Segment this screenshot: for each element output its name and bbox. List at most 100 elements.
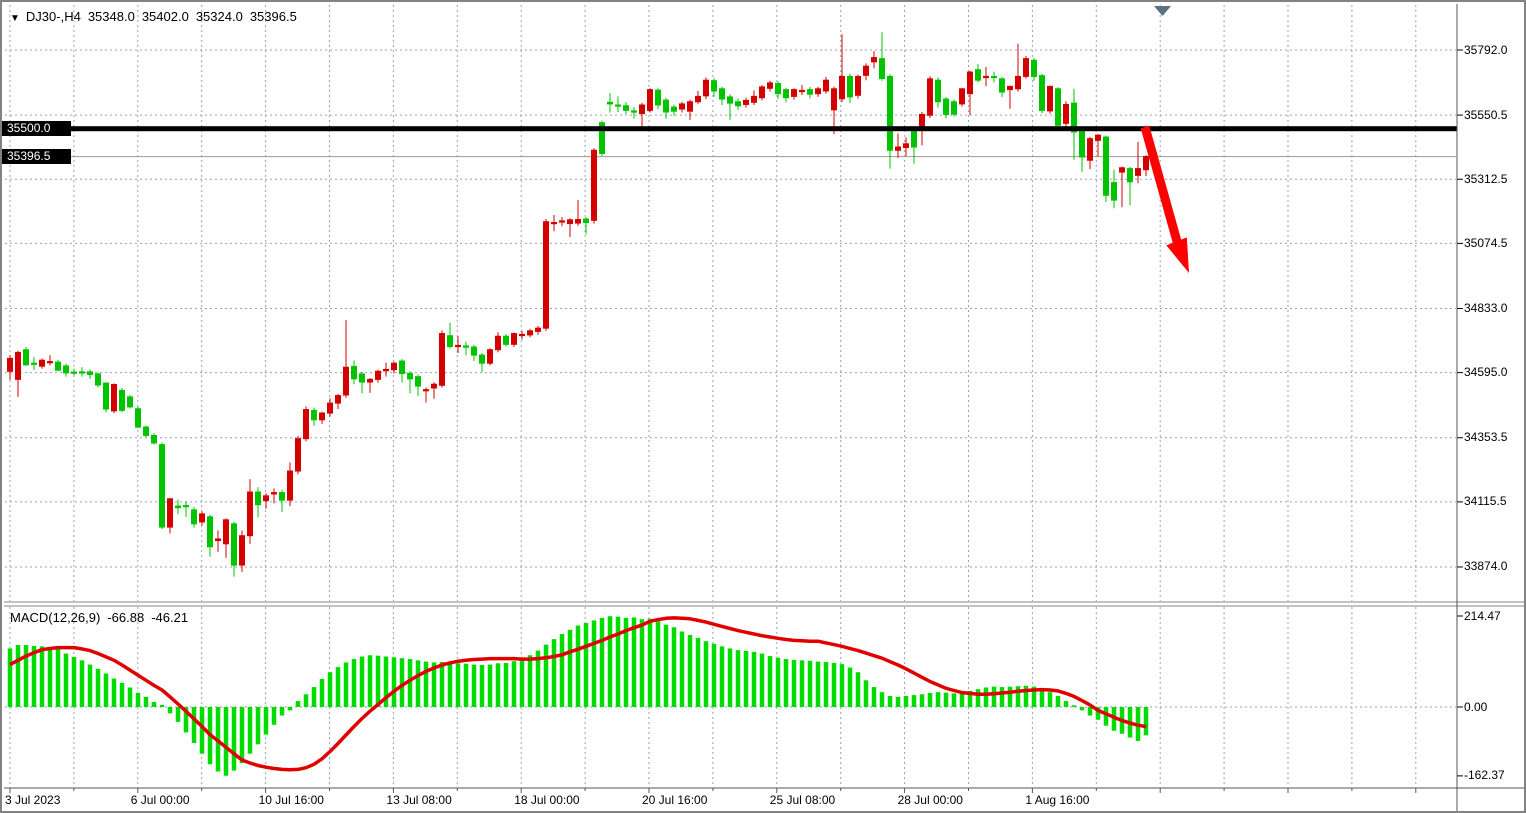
candle-body [647,89,653,111]
macd-histogram-bar [567,629,573,707]
candle-body [623,105,629,111]
trend-arrow-head[interactable] [1166,237,1189,273]
macd-histogram-bar [183,707,189,733]
candle-body [687,101,693,112]
macd-histogram-bar [823,662,829,707]
time-axis-area[interactable] [2,789,1457,813]
macd-histogram-bar [807,660,813,707]
macd-main-value: -66.88 [107,610,145,625]
macd-histogram-bar [1031,686,1037,707]
candle-body [511,333,517,345]
candle-body [615,104,621,107]
candle-body [1119,167,1125,173]
time-axis-label: 25 Jul 08:00 [769,793,836,807]
candle-body [671,106,677,112]
candle-body [663,99,669,113]
macd-histogram-bar [159,704,165,707]
macd-histogram-bar [967,690,973,707]
ohlc-open: 35348.0 [87,9,135,24]
candle-body [783,89,789,99]
candle-body [311,409,317,421]
macd-histogram-bar [735,650,741,707]
candle-body [591,149,597,221]
macd-histogram-bar [1055,695,1061,707]
macd-histogram-bar [351,659,357,707]
macd-histogram-bar [1103,707,1109,726]
candle-body [239,535,245,566]
time-axis-label: 3 Jul 2023 [5,793,61,807]
macd-histogram-bar [695,637,701,707]
macd-histogram-bar [1071,705,1077,707]
candle-body [503,335,509,345]
candle-body [567,219,573,225]
macd-histogram-bar [375,655,381,707]
candle-body [1111,182,1117,201]
price-axis-label: 34595.0 [1464,365,1508,380]
symbol-dropdown-icon[interactable]: ▼ [10,13,20,24]
macd-histogram-bar [479,664,485,707]
trend-arrow-line[interactable] [1140,125,1183,247]
macd-axis-label: 214.47 [1464,608,1501,623]
candle-body [359,373,365,383]
candle-body [999,78,1005,93]
macd-histogram-bar [463,663,469,707]
candle-body [351,365,357,380]
macd-histogram-bar [255,707,261,745]
candle-body [423,389,429,392]
candle-body [55,361,61,371]
macd-histogram-bar [623,617,629,707]
candle-body [143,426,149,436]
macd-histogram-bar [527,655,533,707]
chart-shift-marker-icon[interactable] [1154,6,1171,16]
candle-body [431,383,437,389]
candle-body [247,491,253,537]
macd-histogram-bar [615,616,621,707]
candle-body [711,80,717,92]
candle-body [1031,59,1037,77]
macd-histogram-bar [1087,707,1093,716]
candle-body [1143,156,1149,171]
candle-body [279,492,285,501]
macd-histogram-bar [295,701,301,707]
candle-body [879,58,885,80]
time-axis-label: 6 Jul 00:00 [130,793,190,807]
candle-body [103,382,109,410]
candle-body [47,361,53,364]
candle-body [639,104,645,115]
macd-histogram-bar [263,707,269,735]
macd-histogram-bar [1047,692,1053,707]
price-axis-area[interactable] [1458,2,1526,813]
macd-signal-line [9,616,1147,772]
candle-body [1127,168,1133,183]
candle-body [183,505,189,508]
candle-body [703,79,709,97]
candle-body [855,75,861,96]
macd-histogram-bar [103,673,109,707]
candle-body [487,349,493,364]
candle-body [1103,136,1109,196]
time-axis-label: 1 Aug 16:00 [1025,793,1090,807]
macd-histogram-bar [503,662,509,707]
macd-histogram-bar [1039,689,1045,707]
price-axis-label: 34353.5 [1464,430,1508,445]
macd-histogram-bar [407,659,413,707]
candle-body [455,344,461,348]
macd-histogram-bar [383,656,389,707]
macd-histogram-bar [423,661,429,707]
macd-histogram-bar [999,687,1005,707]
macd-histogram-bar [15,645,21,707]
candle-body [111,384,117,412]
candle-body [607,101,613,105]
candle-body [303,409,309,440]
candle-body [1023,58,1029,77]
candle-body [263,495,269,502]
macd-histogram-bar [575,625,581,707]
macd-histogram-bar [303,694,309,707]
macd-histogram-bar [631,617,637,707]
macd-histogram-bar [95,668,101,707]
time-axis-label: 10 Jul 16:00 [258,793,324,807]
macd-histogram-bar [487,664,493,707]
horizontal-line-35500[interactable] [5,126,1457,132]
candle-body [679,103,685,110]
